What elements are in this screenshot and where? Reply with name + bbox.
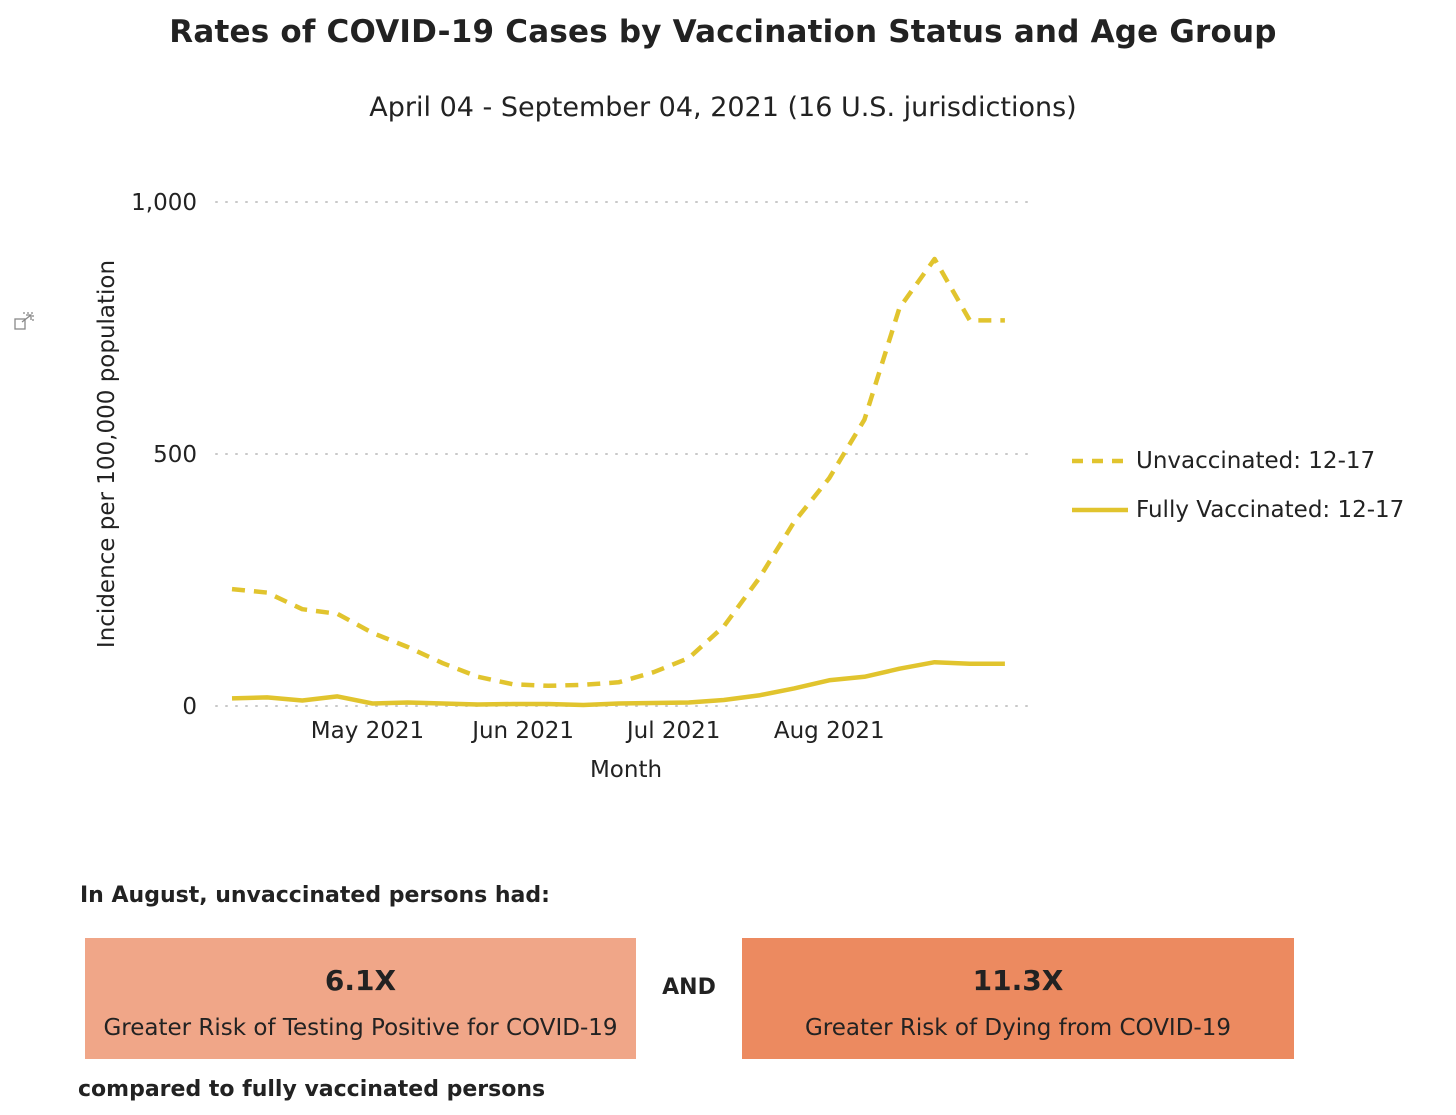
series-lines [231,256,1005,708]
y-tick-label: 500 [153,442,197,468]
legend-swatch-dashed [1072,458,1128,464]
series-fully-vaccinated-line[interactable] [231,659,1005,708]
series-unvaccinated-line[interactable] [231,256,1005,689]
gridlines [215,201,1031,707]
x-axis-ticks: May 2021 Jun 2021 Jul 2021 Aug 2021 [311,718,885,744]
y-axis-ticks: 0 500 1,000 [131,190,197,720]
legend-item-fully-vaccinated[interactable]: Fully Vaccinated: 12-17 [1070,493,1404,527]
legend-item-unvaccinated[interactable]: Unvaccinated: 12-17 [1070,444,1404,478]
legend-label: Fully Vaccinated: 12-17 [1136,497,1405,523]
risk-card-label: Greater Risk of Testing Positive for COV… [103,1015,618,1041]
callout-tail-text: compared to fully vaccinated persons [78,1077,546,1102]
risk-card-label: Greater Risk of Dying from COVID-19 [804,1015,1231,1041]
risk-card-dying: 11.3X Greater Risk of Dying from COVID-1… [742,938,1294,1059]
risk-card-value: 11.3X [972,964,1064,997]
line-chart: 0 500 1,000 May 2021 Jun 2021 Jul 2021 Aug 20… [94,190,1031,783]
expand-icon[interactable] [14,312,34,330]
y-axis-label: Incidence per 100,000 population [94,260,120,648]
chart-subtitle: April 04 - September 04, 2021 (16 U.S. j… [369,92,1077,123]
x-tick-label: Jun 2021 [470,718,574,744]
x-tick-label: Jul 2021 [625,718,721,744]
callout-lead-text: In August, unvaccinated persons had: [80,883,550,908]
x-tick-label: Aug 2021 [774,718,885,744]
x-axis-label: Month [590,757,662,783]
legend-swatch-solid [1072,507,1128,513]
risk-card-positive: 6.1X Greater Risk of Testing Positive fo… [85,938,636,1059]
y-tick-label: 1,000 [131,190,197,216]
chart-legend: Unvaccinated: 12-17 Fully Vaccinated: 12… [1070,444,1404,542]
x-tick-label: May 2021 [311,718,424,744]
chart-title: Rates of COVID-19 Cases by Vaccination S… [169,14,1277,50]
y-tick-label: 0 [182,694,197,720]
risk-card-value: 6.1X [324,964,397,997]
connector-label: AND [662,975,716,1000]
legend-label: Unvaccinated: 12-17 [1136,448,1376,474]
